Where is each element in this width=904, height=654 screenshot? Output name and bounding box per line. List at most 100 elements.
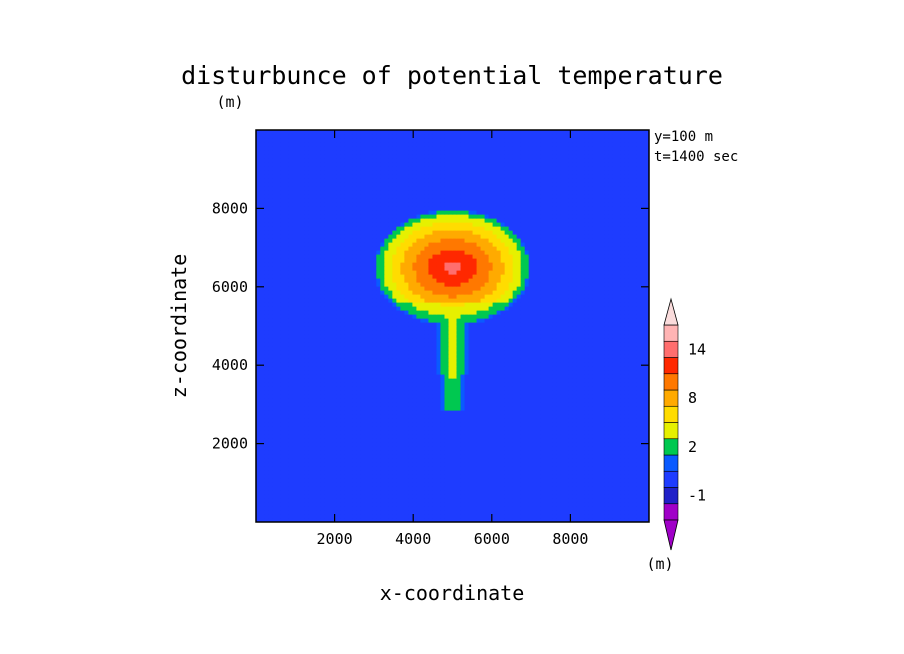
field-cell xyxy=(392,338,397,343)
field-cell xyxy=(568,434,574,439)
field-cell xyxy=(384,490,389,495)
field-cell xyxy=(560,502,566,507)
field-cell xyxy=(544,378,550,383)
field-cell xyxy=(296,334,301,339)
field-cell xyxy=(296,366,301,371)
field-cell xyxy=(272,442,277,447)
field-cell xyxy=(468,382,474,387)
field-cell xyxy=(504,334,510,339)
field-cell xyxy=(396,418,401,423)
field-cell xyxy=(376,334,381,339)
field-cell xyxy=(588,366,594,371)
field-cell xyxy=(476,486,482,491)
field-cell xyxy=(260,478,265,483)
field-cell xyxy=(580,502,586,507)
field-cell xyxy=(504,354,510,359)
field-cell xyxy=(636,358,642,363)
field-cell xyxy=(640,466,646,471)
field-cell xyxy=(332,330,337,335)
field-cell xyxy=(328,350,333,355)
field-cell xyxy=(580,474,586,479)
field-cell xyxy=(272,502,277,507)
field-cell xyxy=(392,418,397,423)
field-cell xyxy=(336,434,341,439)
field-cell xyxy=(516,390,522,395)
field-cell xyxy=(392,382,397,387)
field-cell xyxy=(312,422,317,427)
field-cell xyxy=(344,518,349,522)
field-cell xyxy=(532,490,538,495)
field-cell xyxy=(548,490,554,495)
field-cell xyxy=(588,390,594,395)
field-cell xyxy=(476,458,482,463)
field-cell xyxy=(336,454,341,459)
field-cell xyxy=(476,414,482,419)
field-cell xyxy=(284,322,289,327)
field-cell xyxy=(448,414,454,419)
field-cell xyxy=(424,502,430,507)
field-cell xyxy=(580,410,586,415)
field-cell xyxy=(348,338,353,343)
field-cell xyxy=(444,334,450,339)
field-cell xyxy=(456,438,462,443)
field-cell xyxy=(616,422,622,427)
field-cell xyxy=(644,446,649,451)
field-cell xyxy=(560,338,566,343)
field-cell xyxy=(368,478,373,483)
field-cell xyxy=(472,398,478,403)
field-cell xyxy=(264,382,269,387)
field-cell xyxy=(340,498,345,503)
field-cell xyxy=(560,414,566,419)
field-cell xyxy=(500,398,506,403)
field-cell xyxy=(464,342,470,347)
field-cell xyxy=(344,398,349,403)
field-cell xyxy=(588,458,594,463)
field-cell xyxy=(512,382,518,387)
field-cell xyxy=(328,382,333,387)
field-cell xyxy=(344,382,349,387)
field-cell xyxy=(412,462,418,467)
field-cell xyxy=(324,478,329,483)
field-cell xyxy=(460,394,466,399)
field-cell xyxy=(432,426,438,431)
field-cell xyxy=(348,350,353,355)
field-cell xyxy=(356,494,361,499)
field-cell xyxy=(348,470,353,475)
field-cell xyxy=(448,486,454,491)
field-cell xyxy=(640,374,646,379)
field-cell xyxy=(272,354,277,359)
field-cell xyxy=(604,378,610,383)
field-cell xyxy=(536,358,542,363)
field-cell xyxy=(504,446,510,451)
field-cell xyxy=(356,398,361,403)
field-cell xyxy=(472,338,478,343)
field-cell xyxy=(420,478,426,483)
field-cell xyxy=(364,426,369,431)
field-cell xyxy=(620,506,626,511)
field-cell xyxy=(616,462,622,467)
field-cell xyxy=(368,474,373,479)
field-cell xyxy=(308,402,313,407)
field-cell xyxy=(572,486,578,491)
field-cell xyxy=(272,338,277,343)
field-cell xyxy=(488,490,494,495)
field-cell xyxy=(580,418,586,423)
field-cell xyxy=(284,410,289,415)
field-cell xyxy=(480,338,486,343)
field-cell xyxy=(616,454,622,459)
field-cell xyxy=(436,318,442,323)
field-cell xyxy=(548,322,554,327)
field-cell xyxy=(616,502,622,507)
field-cell xyxy=(472,510,478,515)
field-cell xyxy=(404,406,409,411)
field-cell xyxy=(640,406,646,411)
field-cell xyxy=(532,514,538,519)
field-cell xyxy=(464,346,470,351)
field-cell xyxy=(292,394,297,399)
field-cell xyxy=(624,378,630,383)
field-cell xyxy=(360,318,365,323)
field-cell xyxy=(284,422,289,427)
field-cell xyxy=(408,382,413,387)
field-cell xyxy=(276,318,281,323)
field-cell xyxy=(528,402,534,407)
